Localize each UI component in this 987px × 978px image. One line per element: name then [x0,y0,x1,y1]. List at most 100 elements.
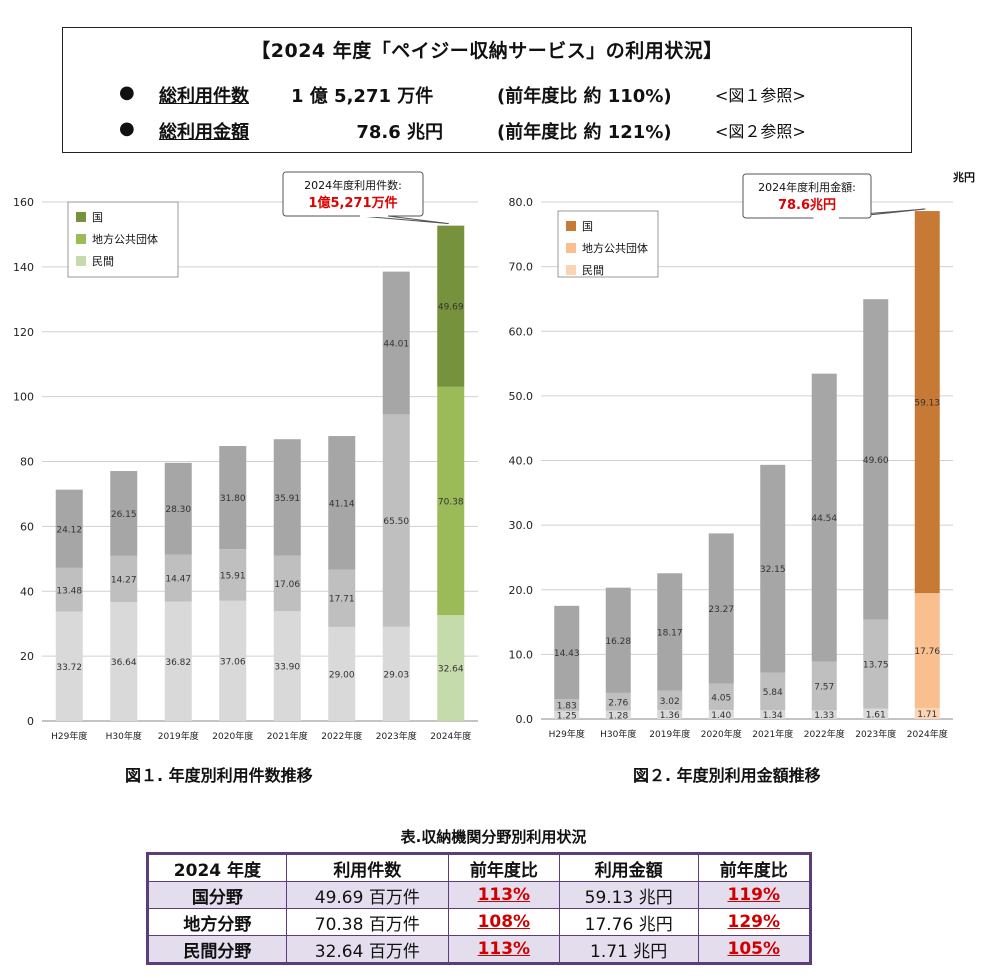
data-label: 13.75 [863,661,889,671]
data-label: 5.84 [763,688,783,698]
bar-segment [605,710,631,719]
bar-segment [437,225,465,387]
bar-segment [382,414,410,627]
bar-segment [110,602,138,721]
data-label: 14.43 [554,649,580,659]
bar-segment [605,587,631,693]
x-tick-label: 2024年度 [430,730,471,742]
data-label: 3.02 [660,697,680,707]
data-label: 17.06 [274,580,300,590]
x-tick-label: 2020年度 [701,728,742,740]
x-tick-label: 2023年度 [855,728,896,740]
row-amount: 1.71 兆円 [558,935,699,964]
summary-box: 【2024 年度「ペイジー収納サービス」の利用状況】 ● 総利用件数 1 億 5… [62,27,912,153]
data-label: 28.30 [165,505,191,515]
callout-line2: 1億5,271万件 [308,195,397,211]
callout-box [742,173,872,219]
bar-segment [328,436,356,570]
row-amount-ratio: 105% [697,935,811,964]
bar-segment [110,471,138,556]
legend-label: 民間 [92,255,114,268]
bar-segment [382,626,410,721]
y-tick-label: 30.0 [509,519,534,532]
fig2-caption: 図２. 年度別利用金額推移 [633,766,821,785]
bar-segment [914,707,940,719]
bar-segment [437,386,465,616]
bar-segment [219,600,247,721]
y-tick-label: 120 [13,326,34,339]
data-label: 1.25 [557,711,577,721]
x-tick-label: 2024年度 [907,728,948,740]
x-tick-label: H30年度 [106,730,142,742]
header-year: 2024 年度 [147,853,287,882]
x-tick-label: H30年度 [600,728,636,740]
bar-segment [657,690,683,711]
table-header-row: 2024 年度 利用件数 前年度比 利用金額 前年度比 [147,853,811,882]
summary-row-amount: ● 総利用金額 78.6 兆円 (前年度比 約 121%) <図２参照> [63,118,911,146]
row-field: 民間分野 [147,935,287,964]
data-label: 1.71 [917,710,937,720]
data-label: 32.64 [438,665,464,675]
data-label: 26.15 [111,510,137,520]
bar-segment [760,464,786,673]
callout-line1: 2024年度利用金額: [758,180,856,194]
header-amount: 利用金額 [558,853,699,882]
y-tick-label: 60 [20,520,34,533]
bar-segment [164,462,192,555]
data-label: 14.47 [165,575,191,585]
row-amount: 17.76 兆円 [558,908,699,936]
table-row: 国分野 49.69 百万件 113% 59.13 兆円 119% [147,881,811,909]
bar-segment [273,439,301,556]
row-count: 49.69 百万件 [285,881,449,909]
legend-swatch [76,234,86,244]
data-label: 33.90 [274,663,300,673]
bar-segment [55,489,83,568]
data-label: 59.13 [914,399,940,409]
bar-segment [554,710,580,719]
data-label: 37.06 [220,657,246,667]
data-label: 1.40 [711,711,731,721]
bar-segment [55,611,83,721]
row-count-ratio: 113% [447,881,560,909]
usage-table: 2024 年度 利用件数 前年度比 利用金額 前年度比 国分野 49.69 百万… [146,852,812,965]
data-label: 36.64 [111,658,137,668]
x-tick-label: H29年度 [549,728,585,740]
bar-segment [605,692,631,711]
bar-segment [328,626,356,721]
legend-swatch [76,212,86,222]
bar-segment [863,708,889,719]
data-label: 1.28 [608,711,628,721]
data-label: 33.72 [56,663,82,673]
y-tick-label: 0.0 [516,713,534,726]
bar-segment [811,710,837,719]
y-tick-label: 100 [13,391,34,404]
data-label: 4.05 [711,693,731,703]
data-label: 1.34 [763,711,783,721]
x-tick-label: 2019年度 [158,730,199,742]
summary-label: 総利用金額 [159,122,249,143]
summary-title: 【2024 年度「ペイジー収納サービス」の利用状況】 [251,40,723,62]
row-count: 32.64 百万件 [285,935,449,964]
bar-segment [914,211,940,594]
bar-segment [760,710,786,719]
summary-ref: <図１参照> [715,86,806,105]
data-label: 32.15 [760,565,786,575]
data-label: 16.28 [605,637,631,647]
data-label: 15.91 [220,571,246,581]
bar-segment [219,446,247,550]
data-label: 65.50 [383,517,409,527]
bar-segment [708,709,734,719]
legend-label: 民間 [582,264,604,277]
y-tick-label: 40.0 [509,455,534,468]
legend-label: 国 [92,211,103,224]
data-label: 1.33 [814,711,834,721]
bar-segment [219,549,247,601]
data-label: 17.71 [329,595,355,605]
y-tick-label: 160 [13,196,34,209]
x-tick-label: 2021年度 [752,728,793,740]
row-count: 70.38 百万件 [285,908,449,936]
bar-segment [657,710,683,719]
legend-label: 地方公共団体 [582,241,648,255]
legend-box [67,201,179,278]
data-label: 17.76 [914,647,940,657]
